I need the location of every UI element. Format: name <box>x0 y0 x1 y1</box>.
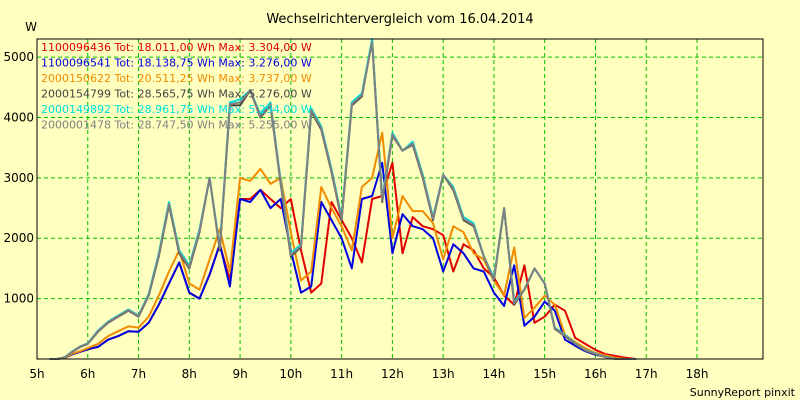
y-tick-label: 4000 <box>3 110 34 124</box>
series-line-2000150622 <box>49 131 637 360</box>
x-tick-label: 14h <box>482 367 505 381</box>
legend-entry-2000001478: 2000001478 Tot: 28.747,50 Wh Max: 5.255,… <box>41 119 312 132</box>
legend-entry-1100096436: 1100096436 Tot: 18.011,00 Wh Max: 3.304,… <box>41 41 312 54</box>
chart-title: Wechselrichtervergleich vom 16.04.2014 <box>266 12 533 27</box>
x-tick-label: 18h <box>686 367 709 381</box>
y-tick-label: 5000 <box>3 50 34 64</box>
x-tick-label: 17h <box>635 367 658 381</box>
x-tick-label: 9h <box>232 367 247 381</box>
legend-entry-2000150622: 2000150622 Tot: 20.511,25 Wh Max: 3.737,… <box>41 72 312 85</box>
x-tick-label: 5h <box>29 367 44 381</box>
y-axis-label: W <box>25 20 37 34</box>
footer-label: SunnyReport pinxit <box>690 386 796 399</box>
series-line-1100096541 <box>49 161 637 360</box>
tick-layer: 5h 6h 7h 8h 9h 10h 11h 12h 13h 14h 15h 16h 17h 18h 100… <box>3 50 708 381</box>
legend: 1100096436 Tot: 18.011,00 Wh Max: 3.304,… <box>41 41 312 132</box>
legend-entry-2000149892: 2000149892 Tot: 28.961,75 Wh Max: 5.294,… <box>41 103 312 116</box>
y-tick-label: 3000 <box>3 171 34 185</box>
x-tick-label: 16h <box>584 367 607 381</box>
x-tick-label: 12h <box>381 367 404 381</box>
series-line-2000001478 <box>49 40 637 360</box>
x-tick-label: 7h <box>131 367 146 381</box>
plot-frame <box>36 38 764 360</box>
x-tick-label: 11h <box>330 367 353 381</box>
x-tick-label: 15h <box>533 367 556 381</box>
x-tick-label: 10h <box>279 367 302 381</box>
x-tick-label: 6h <box>80 367 95 381</box>
y-tick-label: 1000 <box>3 292 34 306</box>
y-tick-label: 2000 <box>3 231 34 245</box>
legend-entry-1100096541: 1100096541 Tot: 18.138,75 Wh Max: 3.276,… <box>41 57 312 70</box>
legend-entry-2000154799: 2000154799 Tot: 28.565,75 Wh Max: 5.276,… <box>41 88 312 101</box>
series-layer <box>49 38 637 360</box>
x-tick-label: 13h <box>432 367 455 381</box>
x-tick-label: 8h <box>182 367 197 381</box>
